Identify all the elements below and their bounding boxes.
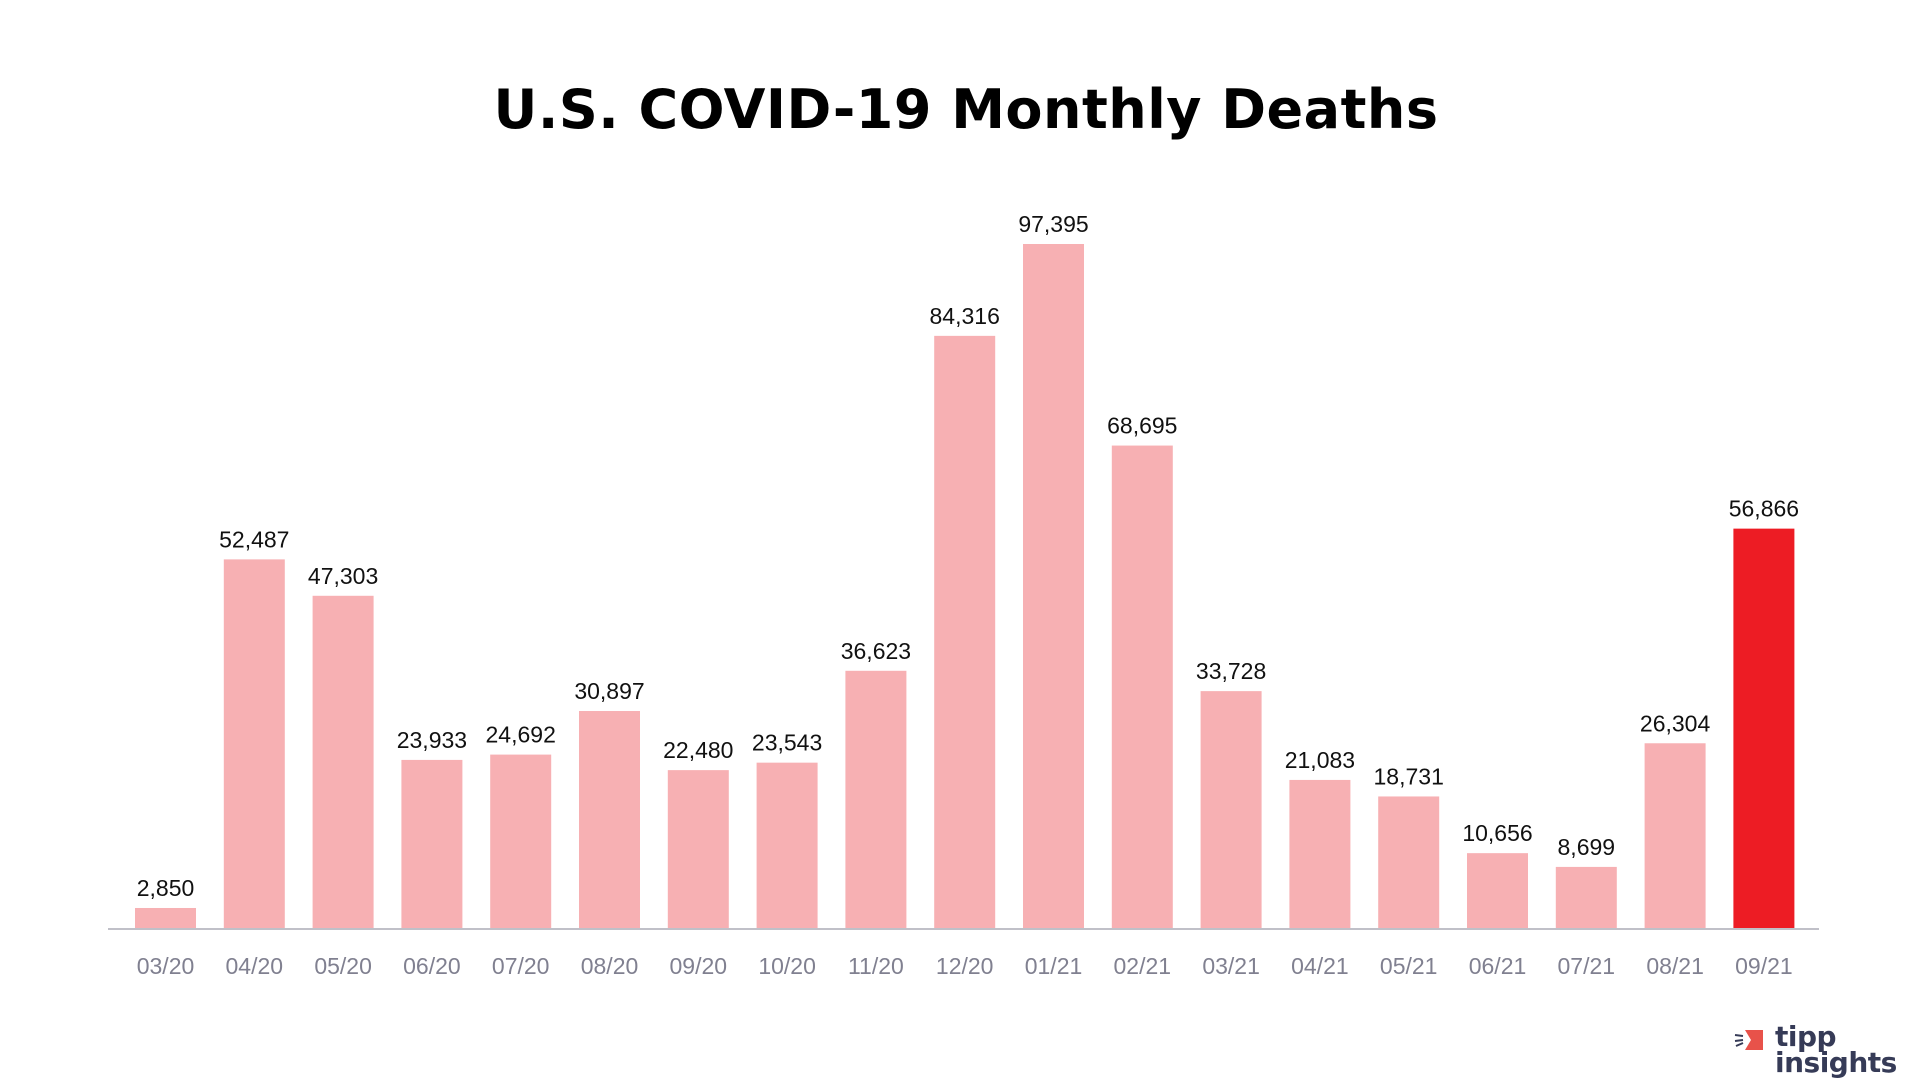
data-label: 2,850 — [137, 875, 195, 901]
x-tick-label: 03/20 — [137, 953, 195, 979]
x-tick-label: 05/21 — [1380, 953, 1438, 979]
bar-03-20 — [135, 907, 196, 928]
x-tick-label: 10/20 — [758, 953, 816, 979]
data-label: 18,731 — [1374, 763, 1444, 789]
bar-01-21 — [1023, 244, 1084, 928]
logo-text-insights: insights — [1775, 1046, 1897, 1079]
bar-07-20 — [490, 754, 552, 928]
data-label: 84,316 — [930, 303, 1000, 329]
data-label: 56,866 — [1729, 496, 1799, 522]
data-label: 97,395 — [1018, 211, 1088, 237]
data-label: 47,303 — [308, 563, 378, 589]
bar-12-20 — [934, 335, 996, 928]
bar-03-21 — [1200, 691, 1262, 928]
x-tick-label: 02/21 — [1114, 953, 1172, 979]
data-label: 23,933 — [397, 727, 467, 753]
x-tick-label: 05/20 — [314, 953, 372, 979]
x-tick-label: 07/21 — [1558, 953, 1616, 979]
bar-11-20 — [845, 670, 907, 928]
bar-10-20 — [756, 762, 818, 928]
x-tick-label: 07/20 — [492, 953, 550, 979]
bar-04-20 — [223, 559, 285, 928]
tipp-insights-logo: tipp insights — [1733, 1018, 1897, 1080]
data-label: 26,304 — [1640, 710, 1711, 736]
bar-09-20 — [667, 770, 729, 928]
bar-07-21 — [1555, 866, 1617, 928]
data-label: 8,699 — [1558, 834, 1616, 860]
bar-08-21 — [1644, 743, 1706, 928]
x-tick-label: 09/21 — [1735, 953, 1793, 979]
bar-09-21 — [1733, 528, 1795, 928]
data-label: 30,897 — [574, 678, 644, 704]
bar-06-20 — [401, 759, 463, 928]
data-label: 33,728 — [1196, 658, 1266, 684]
logo-text-tipp: tipp — [1775, 1020, 1837, 1053]
x-tick-label: 04/21 — [1291, 953, 1349, 979]
bar-05-21 — [1378, 796, 1440, 928]
data-label: 23,543 — [752, 730, 822, 756]
x-tick-label: 01/21 — [1025, 953, 1083, 979]
data-label: 24,692 — [486, 722, 556, 748]
x-tick-label: 11/20 — [848, 953, 904, 979]
data-label: 68,695 — [1107, 413, 1177, 439]
logo-mark-icon — [1734, 1030, 1763, 1050]
x-tick-label: 04/20 — [226, 953, 284, 979]
data-label: 21,083 — [1285, 747, 1355, 773]
bar-06-21 — [1467, 853, 1528, 928]
bar-08-20 — [579, 711, 640, 928]
chart-title: U.S. COVID-19 Monthly Deaths — [493, 78, 1439, 141]
data-label: 22,480 — [663, 737, 733, 763]
x-tick-label: 06/21 — [1469, 953, 1527, 979]
data-label: 52,487 — [219, 526, 289, 552]
bar-05-20 — [312, 595, 374, 928]
x-tick-label: 08/21 — [1646, 953, 1704, 979]
x-tick-label: 06/20 — [403, 953, 461, 979]
x-tick-label: 12/20 — [936, 953, 994, 979]
bar-04-21 — [1289, 779, 1351, 928]
x-tick-label: 09/20 — [670, 953, 728, 979]
x-tick-label: 03/21 — [1202, 953, 1260, 979]
data-label: 36,623 — [841, 638, 911, 664]
x-tick-label: 08/20 — [581, 953, 639, 979]
bar-02-21 — [1111, 445, 1173, 928]
data-label: 10,656 — [1462, 820, 1532, 846]
